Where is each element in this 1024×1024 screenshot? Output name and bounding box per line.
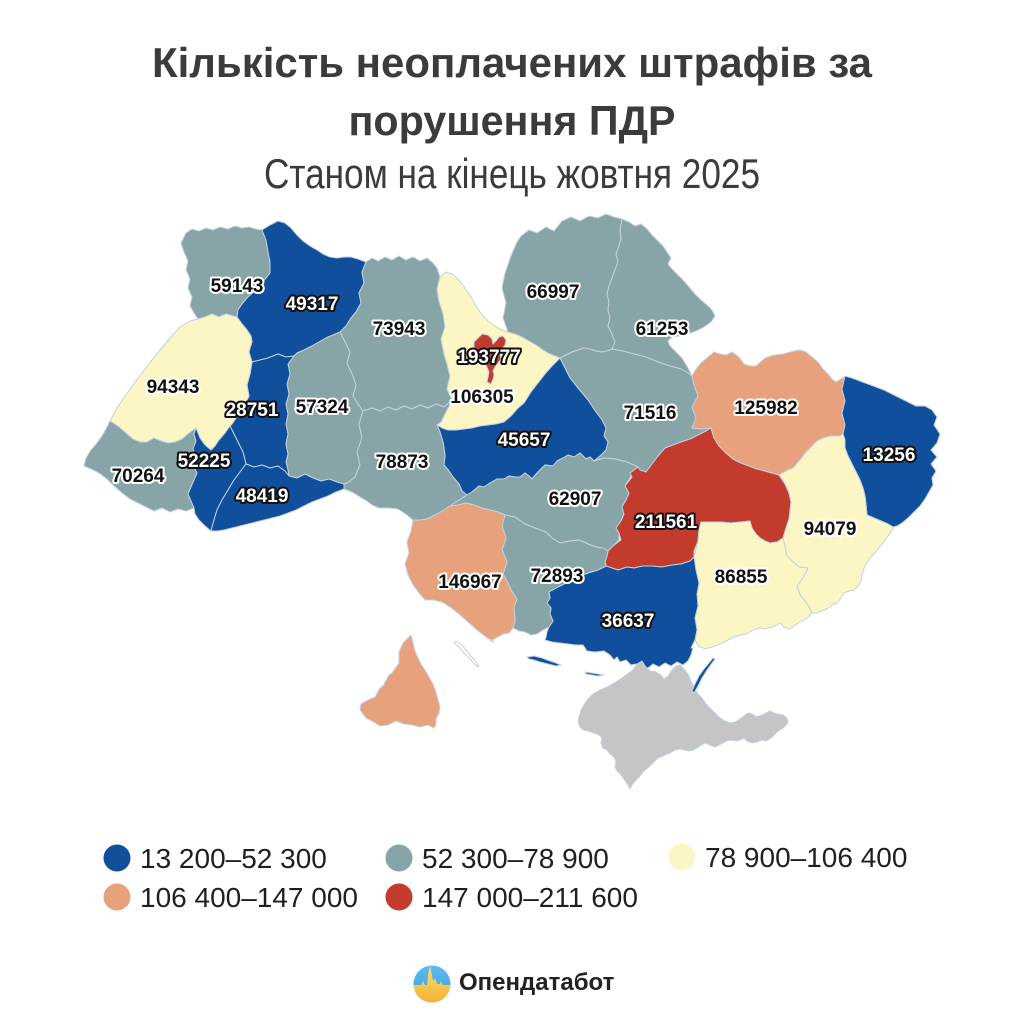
svg-text:73943: 73943 — [373, 319, 426, 340]
svg-text:94079: 94079 — [804, 519, 857, 540]
svg-text:49317: 49317 — [286, 294, 339, 315]
svg-text:45657: 45657 — [498, 430, 551, 451]
svg-text:61253: 61253 — [636, 319, 689, 340]
svg-text:Станом на кінець жовтня 2025: Станом на кінець жовтня 2025 — [264, 150, 760, 197]
svg-text:13256: 13256 — [863, 445, 916, 466]
svg-text:78 900–106 400: 78 900–106 400 — [705, 842, 907, 873]
svg-text:193777: 193777 — [457, 347, 520, 368]
svg-text:36637: 36637 — [602, 611, 655, 632]
svg-text:211561: 211561 — [635, 512, 698, 533]
svg-text:13 200–52 300: 13 200–52 300 — [140, 843, 327, 874]
svg-text:125982: 125982 — [734, 398, 797, 419]
svg-text:Кількість неоплачених штрафів: Кількість неоплачених штрафів за — [152, 39, 873, 86]
svg-text:147 000–211 600: 147 000–211 600 — [422, 882, 638, 913]
svg-text:106305: 106305 — [450, 387, 514, 408]
svg-text:59143: 59143 — [211, 276, 264, 297]
svg-text:106 400–147 000: 106 400–147 000 — [140, 882, 358, 913]
svg-text:72893: 72893 — [531, 566, 584, 587]
svg-text:57324: 57324 — [296, 397, 349, 418]
svg-text:28751: 28751 — [226, 400, 279, 421]
svg-text:94343: 94343 — [147, 377, 200, 398]
svg-text:78873: 78873 — [376, 452, 429, 473]
svg-text:Опендатабот: Опендатабот — [459, 969, 615, 996]
svg-text:48419: 48419 — [236, 486, 289, 507]
svg-text:порушення ПДР: порушення ПДР — [349, 97, 676, 144]
svg-text:70264: 70264 — [112, 466, 165, 487]
svg-text:146967: 146967 — [438, 572, 501, 593]
svg-text:62907: 62907 — [549, 489, 602, 510]
svg-text:71516: 71516 — [624, 403, 677, 424]
svg-text:52225: 52225 — [178, 451, 231, 472]
svg-text:86855: 86855 — [715, 567, 768, 588]
svg-text:66997: 66997 — [527, 282, 580, 303]
svg-text:52 300–78 900: 52 300–78 900 — [422, 843, 609, 874]
